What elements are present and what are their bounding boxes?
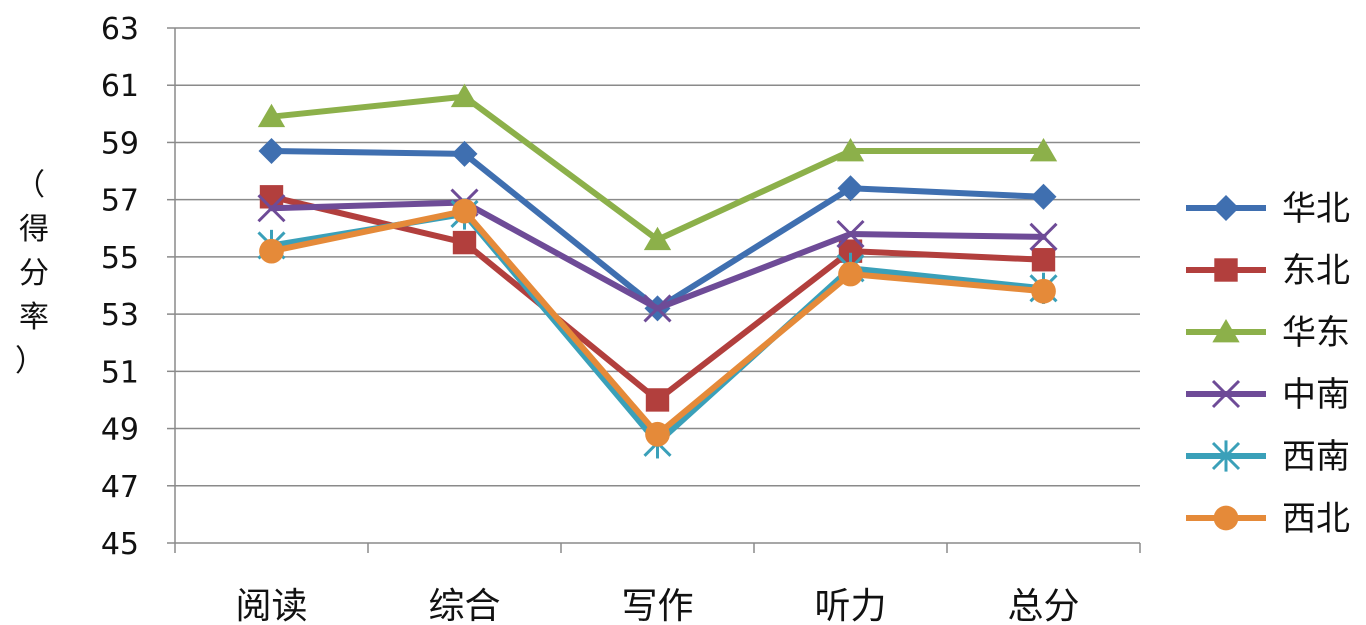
- y-tick-label: 55: [101, 241, 139, 276]
- point-marker: [1029, 222, 1058, 251]
- point-marker: [837, 175, 864, 202]
- point-marker: [259, 185, 284, 209]
- y-axis-label-char: 率: [19, 300, 49, 335]
- y-axis-label-char: 得: [19, 212, 49, 247]
- y-axis-label: （ 得分率 ）: [15, 168, 49, 379]
- legend-label: 中南: [1282, 375, 1350, 415]
- y-tick-labels: 45 47 49 51 53 55 57 59 61 63: [101, 12, 139, 562]
- grid-lines: [175, 27, 1140, 487]
- series-西北: [259, 198, 1056, 447]
- point-marker: [838, 239, 863, 263]
- legend-item: 西北: [1186, 499, 1350, 539]
- point-marker: [1214, 258, 1238, 282]
- legend-label: 华东: [1282, 313, 1350, 353]
- point-marker: [1031, 278, 1056, 304]
- point-marker: [1212, 319, 1240, 343]
- legend-label: 华北: [1282, 189, 1350, 229]
- legend-label: 西北: [1282, 499, 1350, 539]
- axes: [167, 27, 1141, 553]
- point-marker: [836, 138, 865, 162]
- point-marker: [257, 194, 286, 223]
- point-marker: [1031, 248, 1056, 272]
- x-tick-label: 听力: [814, 586, 886, 625]
- y-axis-label-char: ）: [15, 344, 45, 379]
- point-marker: [1211, 440, 1241, 472]
- point-marker: [643, 294, 672, 323]
- point-marker: [1213, 505, 1239, 531]
- legend-item: 华北: [1186, 189, 1350, 229]
- y-tick-label: 57: [101, 184, 139, 219]
- y-tick-label: 51: [101, 355, 139, 390]
- x-tick-label: 写作: [621, 586, 693, 625]
- y-tick-label: 61: [101, 69, 139, 104]
- x-tick-label: 阅读: [235, 586, 307, 625]
- point-marker: [1029, 138, 1058, 162]
- x-tick-label: 总分: [1007, 586, 1079, 625]
- point-marker: [452, 198, 477, 224]
- point-marker: [450, 83, 479, 108]
- legend-label: 东北: [1282, 251, 1350, 291]
- series-华东: [257, 83, 1058, 251]
- point-marker: [1030, 183, 1057, 210]
- point-marker: [645, 421, 670, 447]
- point-marker: [643, 226, 672, 251]
- point-marker: [258, 138, 285, 165]
- series-line: [268, 93, 1047, 243]
- legend-item: 中南: [1186, 375, 1350, 415]
- series-layer: [257, 83, 1058, 459]
- legend-label: 西南: [1282, 437, 1350, 477]
- point-marker: [452, 230, 477, 255]
- point-marker: [1213, 195, 1239, 221]
- y-tick-label: 47: [101, 470, 139, 505]
- y-tick-label: 63: [101, 12, 139, 47]
- point-marker: [259, 238, 284, 264]
- legend-item: 华东: [1186, 313, 1350, 353]
- y-tick-label: 59: [101, 126, 139, 161]
- y-tick-label: 45: [101, 527, 139, 562]
- y-tick-label: 49: [101, 413, 139, 448]
- legend-item: 东北: [1186, 251, 1350, 291]
- point-marker: [838, 261, 863, 287]
- point-marker: [257, 103, 286, 128]
- point-marker: [451, 140, 478, 167]
- legend-item: 西南: [1186, 437, 1350, 477]
- y-axis-label-char: 分: [19, 256, 49, 291]
- x-tick-labels: 阅读 综合 写作 听力 总分: [235, 586, 1079, 625]
- y-tick-label: 53: [101, 298, 139, 333]
- y-axis-label-char: （: [15, 168, 45, 203]
- point-marker: [645, 388, 670, 412]
- x-tick-label: 综合: [428, 586, 500, 625]
- point-marker: [836, 219, 865, 249]
- point-marker: [1211, 379, 1241, 409]
